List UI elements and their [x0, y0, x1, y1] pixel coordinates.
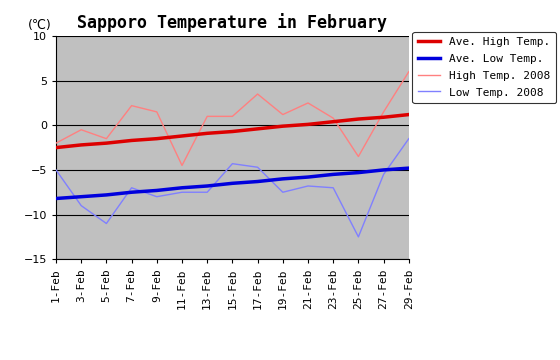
Title: Sapporo Temperature in February: Sapporo Temperature in February	[77, 13, 388, 32]
Text: (℃): (℃)	[28, 18, 52, 32]
Legend: Ave. High Temp., Ave. Low Temp., High Temp. 2008, Low Temp. 2008: Ave. High Temp., Ave. Low Temp., High Te…	[412, 32, 556, 103]
